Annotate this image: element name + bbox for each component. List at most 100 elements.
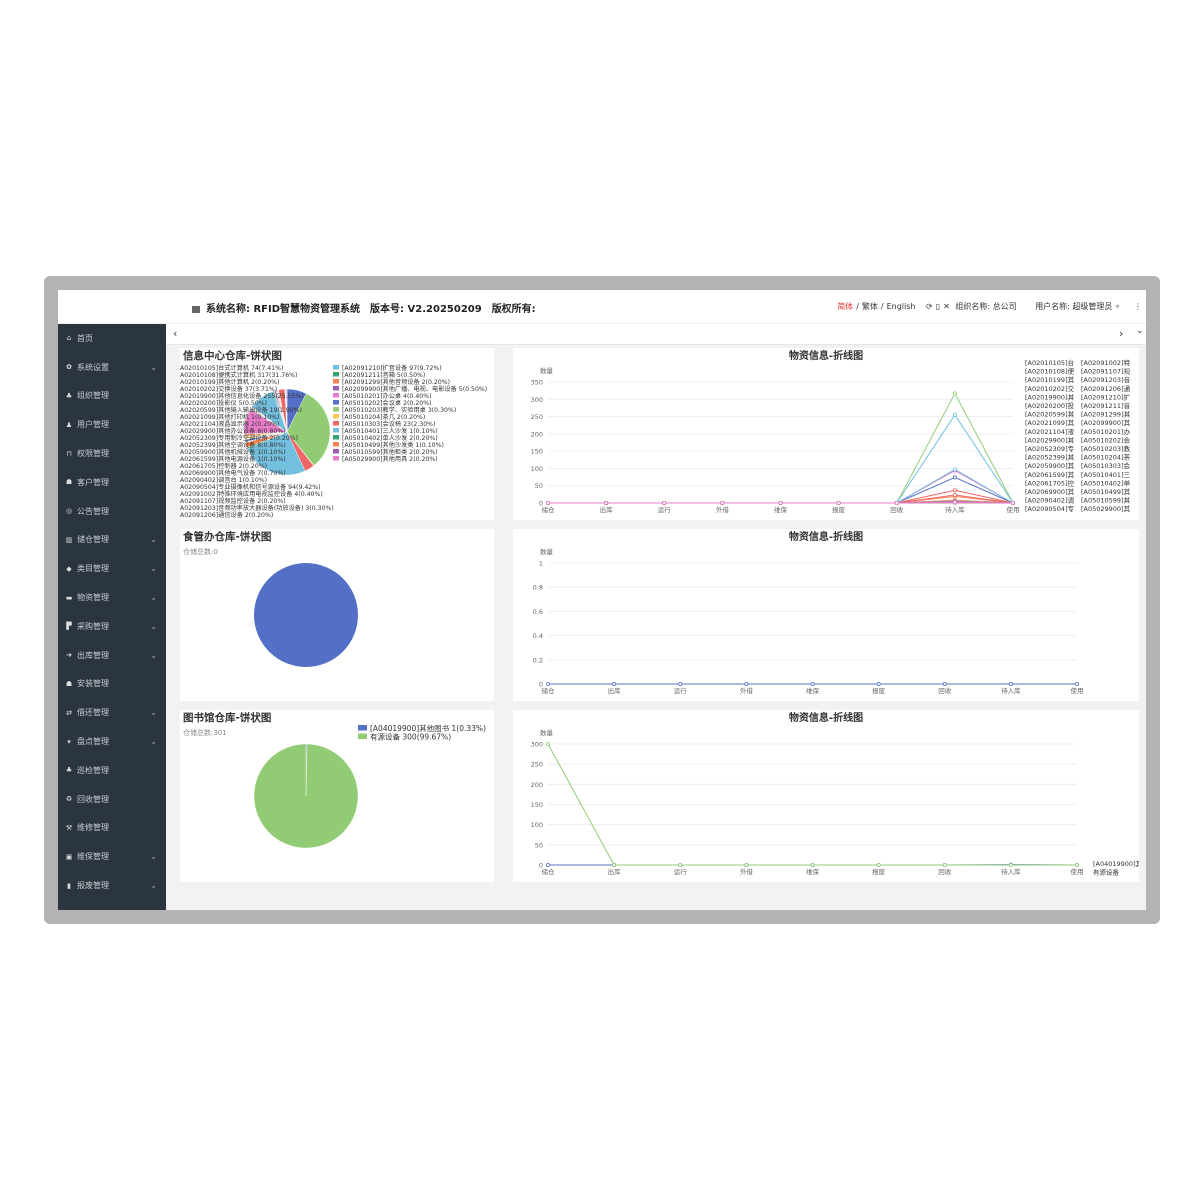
sidebar-item[interactable]: ➜ 出库管理 ⌄ [58,641,166,670]
sidebar-item[interactable]: ▣ 维保管理 ⌄ [58,842,166,871]
tab-next-button[interactable]: › [1119,327,1124,340]
chevron-down-icon: ⌄ [150,650,157,660]
x-tick-label: 回收 [938,867,952,876]
sidebar-item[interactable]: ♣ 组织管理 [58,382,166,411]
legend-item: [A02010105]台 [1025,358,1074,367]
legend-item: [A02091299]其 [1081,411,1131,419]
sidebar-item[interactable]: ⇄ 借还管理 ⌄ [58,698,166,727]
y-axis-label: 数量 [540,547,554,556]
legend-item: [A02019900]其 [1025,393,1075,401]
x-tick-label: 使用 [1007,505,1020,514]
sidebar-item[interactable]: ⚒ 维修管理 [58,814,166,843]
pie-label: A02020599]其他输入输出设备 19(1.90%) [180,406,302,414]
legend-item: [A05010402]单人沙发 2(0.20%) [342,434,438,442]
legend-swatch [358,725,367,731]
line-panel-2: 数量 0 0.2 0.4 0.6 0.8 1 储仓 出库 运行 外借 维保 报废 回收 待入库 使用 物资信息… [513,529,1139,701]
legend-item: [A02091206]通 [1081,384,1131,393]
tab-menu-button[interactable]: ⌄ [1136,326,1144,336]
legend-item: [A02021099]其 [1025,419,1075,427]
pie-slice [253,743,359,849]
legend-item: [A05010401]三人沙发 1(0.10%) [342,427,438,435]
legend-swatch [333,407,339,412]
legend-item: [A02091107]视 [1081,367,1131,376]
trash-icon[interactable]: ▯ [935,302,941,311]
x-tick-label: 出库 [608,686,622,695]
more-icon[interactable]: ⋮ [1134,302,1142,311]
menu-toggle-icon[interactable] [192,305,200,313]
x-tick-label: 运行 [674,686,688,695]
sidebar-item[interactable]: ⌂ 首页 [58,324,166,353]
legend-item: [A05010202]会议桌 2(0.20%) [342,399,432,407]
legend-swatch [333,386,339,391]
x-tick-label: 报废 [872,686,886,695]
pie-panel-canteen: 食管办仓库-饼状图 仓储总数:0 [180,529,494,701]
sidebar-item-label: 报废管理 [77,881,109,891]
sidebar-item[interactable]: ▛ 采购管理 ⌄ [58,612,166,641]
y-tick-label: 300 [531,396,543,404]
legend-item: [A05010402]单 [1081,478,1131,487]
y-tick-label: 50 [535,482,543,490]
sidebar-item[interactable]: ✿ 系统设置 ⌄ [58,353,166,382]
refresh-icon[interactable]: ⟳ [926,302,933,311]
x-tick-label: 待入库 [1001,867,1021,876]
x-tick-label: 使用 [1071,867,1084,876]
sidebar-item[interactable]: ♣ 巡检管理 [58,756,166,785]
lang-traditional[interactable]: 繁体 [861,302,878,311]
lang-english[interactable]: English [886,302,916,311]
data-point [546,500,551,505]
pie-label: A02090402]调音台 1(0.10%) [180,476,267,484]
users-icon: ☗ [65,679,73,688]
legend-swatch [333,435,339,440]
sidebar-item-label: 巡检管理 [77,765,109,775]
sign-out-icon: ➜ [66,651,72,660]
sidebar-item[interactable]: ▥ 储仓管理 ⌄ [58,526,166,555]
caret-down-icon[interactable]: ▾ [1115,302,1120,311]
data-point [1075,862,1080,867]
sidebar-item[interactable]: ◆ 类目管理 ⌄ [58,554,166,583]
sidebar-item[interactable]: ♟ 用户管理 [58,410,166,439]
legend-item: [A02061705]控 [1025,478,1075,487]
y-axis-label: 数量 [540,728,554,737]
sidebar-item-label: 回收管理 [77,794,109,804]
legend-item: [A02029900]其 [1025,436,1075,444]
pie-label: A02061599]其他电源设备 1(0.10%) [180,455,286,463]
sidebar-item-label: 组织管理 [77,391,109,401]
sidebar-item[interactable]: ▮ 报废管理 ⌄ [58,871,166,900]
data-point [952,391,957,396]
legend-item: [A02020599]其 [1025,411,1075,419]
legend-item: [A05010599]其 [1081,497,1131,505]
x-tick-label: 出库 [600,505,614,514]
legend-item: [A02090504]专 [1025,504,1075,513]
sidebar-item[interactable]: ☗ 安装管理 [58,670,166,699]
legend-item: [A02091210]扩 [1081,392,1131,401]
lang-simplified[interactable]: 简体 [837,302,854,311]
data-point [1008,681,1013,686]
sidebar-item[interactable]: ◎ 公告管理 [58,497,166,526]
x-tick-label: 待入库 [945,505,965,514]
x-tick-label: 待入库 [1001,686,1021,695]
x-tick-label: 出库 [608,867,622,876]
data-point [810,681,815,686]
legend-item: [A02091002]特 [1081,358,1131,367]
data-point [744,862,749,867]
legend-swatch [358,733,367,739]
pie-panel-info-center: A02010105]台式计算机 74(7.41%) A02010108]便携式计算… [180,348,494,520]
recycle-icon: ♻ [65,795,73,804]
sidebar-item-label: 系统设置 [77,362,109,372]
legend-swatch [333,393,339,398]
legend-swatch [333,414,339,419]
sidebar-item[interactable]: ⊓ 权限管理 [58,439,166,468]
data-point [952,500,957,505]
fullscreen-icon[interactable]: ✕ [943,302,950,311]
sidebar-item[interactable]: ▾ 盘点管理 ⌄ [58,727,166,756]
sidebar-item[interactable]: ☗ 客户管理 [58,468,166,497]
exchange-icon: ⇄ [66,708,72,717]
pie-panel-library: [A04019900]其他图书 1(0.33%) 有源设备 300(99.67%)… [180,710,494,882]
tab-prev-button[interactable]: ‹ [173,327,178,340]
legend-item: [A02091210]扩音设备 97(9.72%) [342,364,442,372]
legend-item: 有源设备 [1093,868,1120,877]
user-menu[interactable]: 用户名称: 超级管理员 [1035,302,1113,311]
legend-item: [A05029900]其他用具 2(0.20%) [342,455,438,463]
sidebar-item[interactable]: ♻ 回收管理 [58,785,166,814]
sidebar-item[interactable]: ▬ 物资管理 ⌄ [58,583,166,612]
